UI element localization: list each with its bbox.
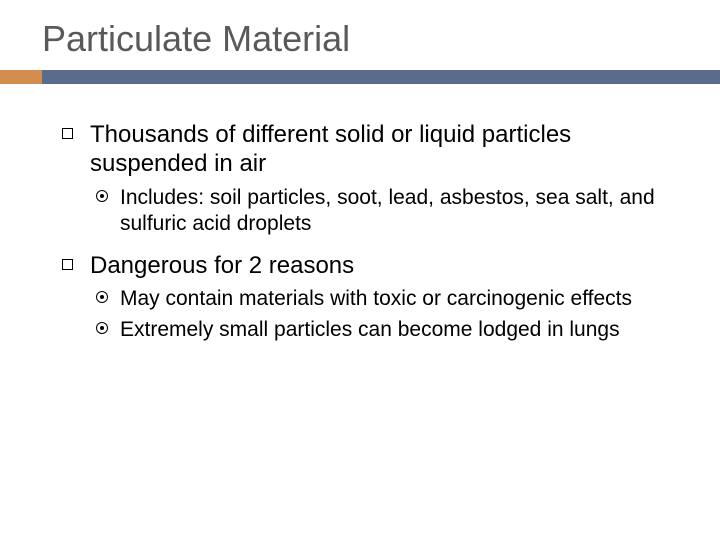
list-item-text: May contain materials with toxic or carc… [120, 287, 632, 310]
accent-bar [0, 70, 720, 84]
list-item-text: Includes: soil particles, soot, lead, as… [120, 186, 655, 235]
list-item: May contain materials with toxic or carc… [96, 286, 686, 312]
bullet-list-lvl2: Includes: soil particles, soot, lead, as… [96, 185, 686, 238]
bullet-list-lvl1: Thousands of different solid or liquid p… [60, 120, 686, 343]
list-item-text: Thousands of different solid or liquid p… [90, 121, 571, 177]
list-item: Thousands of different solid or liquid p… [60, 120, 686, 237]
slide-title: Particulate Material [0, 0, 720, 70]
accent-bar-left [0, 70, 42, 84]
list-item-text: Extremely small particles can become lod… [120, 318, 620, 341]
slide: Particulate Material Thousands of differ… [0, 0, 720, 540]
slide-body: Thousands of different solid or liquid p… [0, 84, 720, 343]
accent-bar-right [42, 70, 720, 84]
list-item: Includes: soil particles, soot, lead, as… [96, 185, 686, 238]
bullet-list-lvl2: May contain materials with toxic or carc… [96, 286, 686, 343]
list-item: Extremely small particles can become lod… [96, 317, 686, 343]
list-item: Dangerous for 2 reasons May contain mate… [60, 251, 686, 343]
list-item-text: Dangerous for 2 reasons [90, 252, 354, 279]
